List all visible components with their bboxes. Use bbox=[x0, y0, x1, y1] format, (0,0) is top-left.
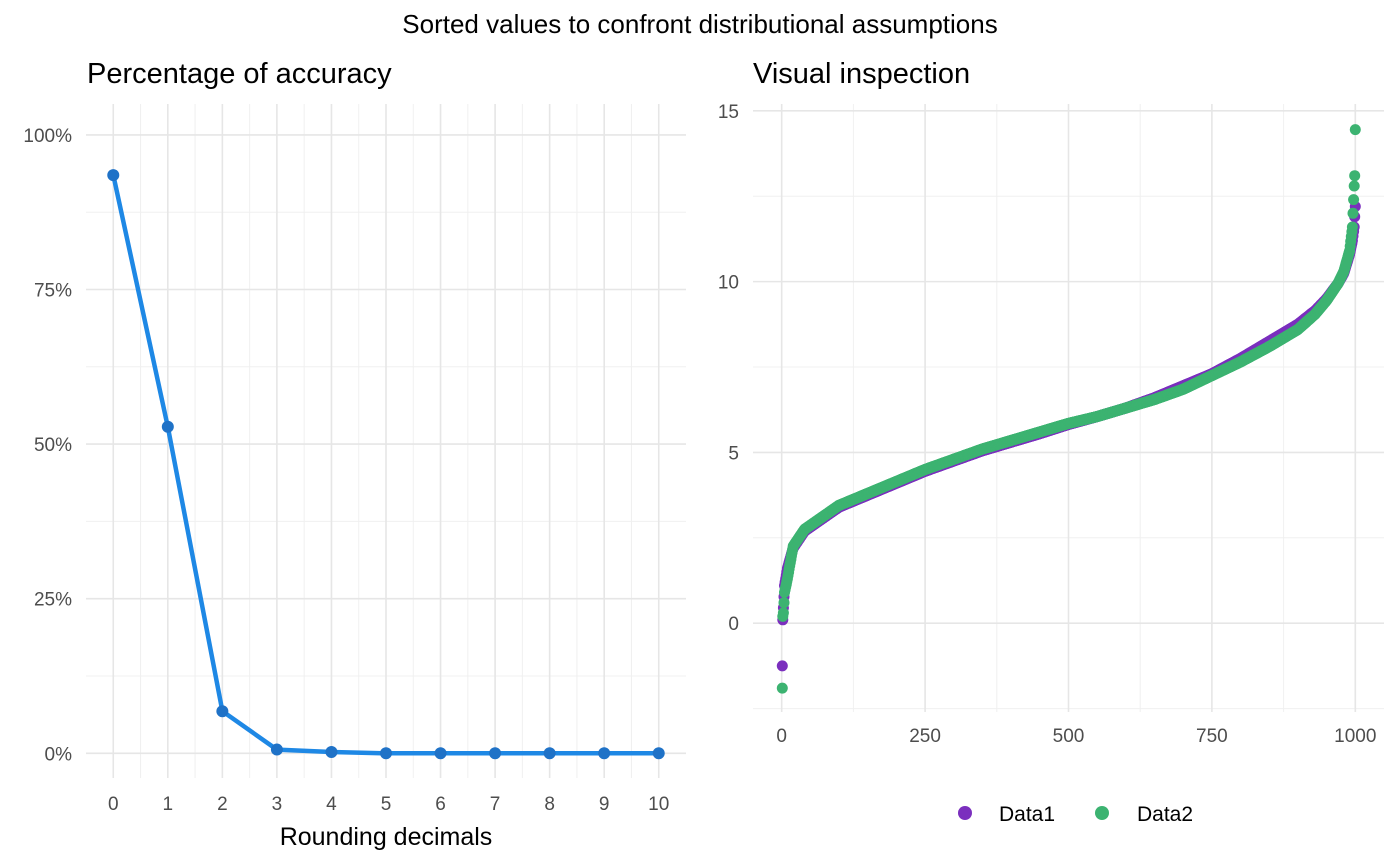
accuracy-point bbox=[107, 169, 120, 182]
scatter-point bbox=[777, 607, 789, 619]
inspection-x-tick-labels: 0 250 500 750 1000 bbox=[776, 726, 1376, 747]
figure-suptitle: Sorted values to confront distributional… bbox=[402, 9, 997, 39]
accuracy-point bbox=[543, 747, 556, 760]
accuracy-point bbox=[270, 743, 283, 756]
inspection-series bbox=[776, 124, 1361, 694]
y-tick-label: 25% bbox=[34, 590, 72, 611]
scatter-point bbox=[1349, 124, 1361, 136]
scatter-point bbox=[776, 682, 788, 694]
accuracy-panel: Percentage of accuracy 0% 25% 50% 75% 100% 0… bbox=[23, 58, 686, 851]
y-tick-label: 0% bbox=[45, 744, 73, 765]
y-tick-label: 100% bbox=[23, 126, 72, 147]
scatter-point bbox=[776, 660, 788, 672]
y-tick-label: 15 bbox=[718, 102, 739, 123]
scatter-point bbox=[1349, 170, 1361, 182]
inspection-y-tick-labels: 0 5 10 15 bbox=[718, 102, 739, 635]
x-tick-label: 750 bbox=[1196, 726, 1228, 747]
scatter-point bbox=[778, 597, 790, 609]
y-tick-label: 5 bbox=[728, 443, 739, 464]
x-tick-label: 8 bbox=[544, 794, 555, 815]
legend-key-data2 bbox=[1095, 806, 1109, 820]
scatter-point bbox=[1347, 207, 1359, 219]
x-tick-label: 2 bbox=[217, 794, 228, 815]
y-tick-label: 50% bbox=[34, 435, 72, 456]
scatter-point bbox=[1348, 194, 1360, 206]
accuracy-point bbox=[161, 420, 174, 433]
y-tick-label: 0 bbox=[728, 614, 739, 635]
accuracy-point bbox=[380, 747, 392, 760]
accuracy-x-axis-title: Rounding decimals bbox=[280, 823, 493, 851]
accuracy-x-tick-labels: 0 1 2 3 4 5 6 7 8 9 10 bbox=[108, 794, 669, 815]
x-tick-label: 3 bbox=[272, 794, 283, 815]
y-tick-label: 10 bbox=[718, 273, 739, 294]
accuracy-point bbox=[216, 705, 229, 718]
x-tick-label: 500 bbox=[1053, 726, 1085, 747]
x-tick-label: 1000 bbox=[1334, 726, 1376, 747]
accuracy-point bbox=[598, 747, 611, 760]
x-tick-label: 0 bbox=[776, 726, 787, 747]
inspection-legend: Data1 Data2 bbox=[958, 803, 1193, 826]
inspection-panel-title: Visual inspection bbox=[753, 58, 970, 90]
y-tick-label: 75% bbox=[34, 281, 72, 302]
accuracy-y-tick-labels: 0% 25% 50% 75% 100% bbox=[23, 126, 72, 765]
accuracy-series bbox=[107, 169, 665, 760]
x-tick-label: 6 bbox=[435, 794, 446, 815]
x-tick-label: 9 bbox=[599, 794, 610, 815]
accuracy-panel-title: Percentage of accuracy bbox=[87, 58, 392, 90]
inspection-gridlines bbox=[753, 104, 1384, 712]
x-tick-label: 10 bbox=[648, 794, 669, 815]
accuracy-point bbox=[434, 747, 447, 760]
legend-label-data2: Data2 bbox=[1137, 803, 1193, 826]
accuracy-gridlines bbox=[86, 104, 686, 778]
legend-label-data1: Data1 bbox=[999, 803, 1055, 826]
accuracy-point bbox=[652, 747, 665, 760]
series-data2 bbox=[776, 124, 1361, 694]
x-tick-label: 0 bbox=[108, 794, 119, 815]
legend-key-data1 bbox=[958, 806, 972, 820]
x-tick-label: 5 bbox=[381, 794, 392, 815]
x-tick-label: 7 bbox=[490, 794, 501, 815]
accuracy-point bbox=[325, 746, 338, 759]
scatter-point bbox=[1348, 180, 1360, 192]
accuracy-point bbox=[489, 747, 502, 760]
scatter-point bbox=[1346, 221, 1358, 233]
x-tick-label: 250 bbox=[909, 726, 941, 747]
x-tick-label: 4 bbox=[326, 794, 337, 815]
x-tick-label: 1 bbox=[163, 794, 174, 815]
